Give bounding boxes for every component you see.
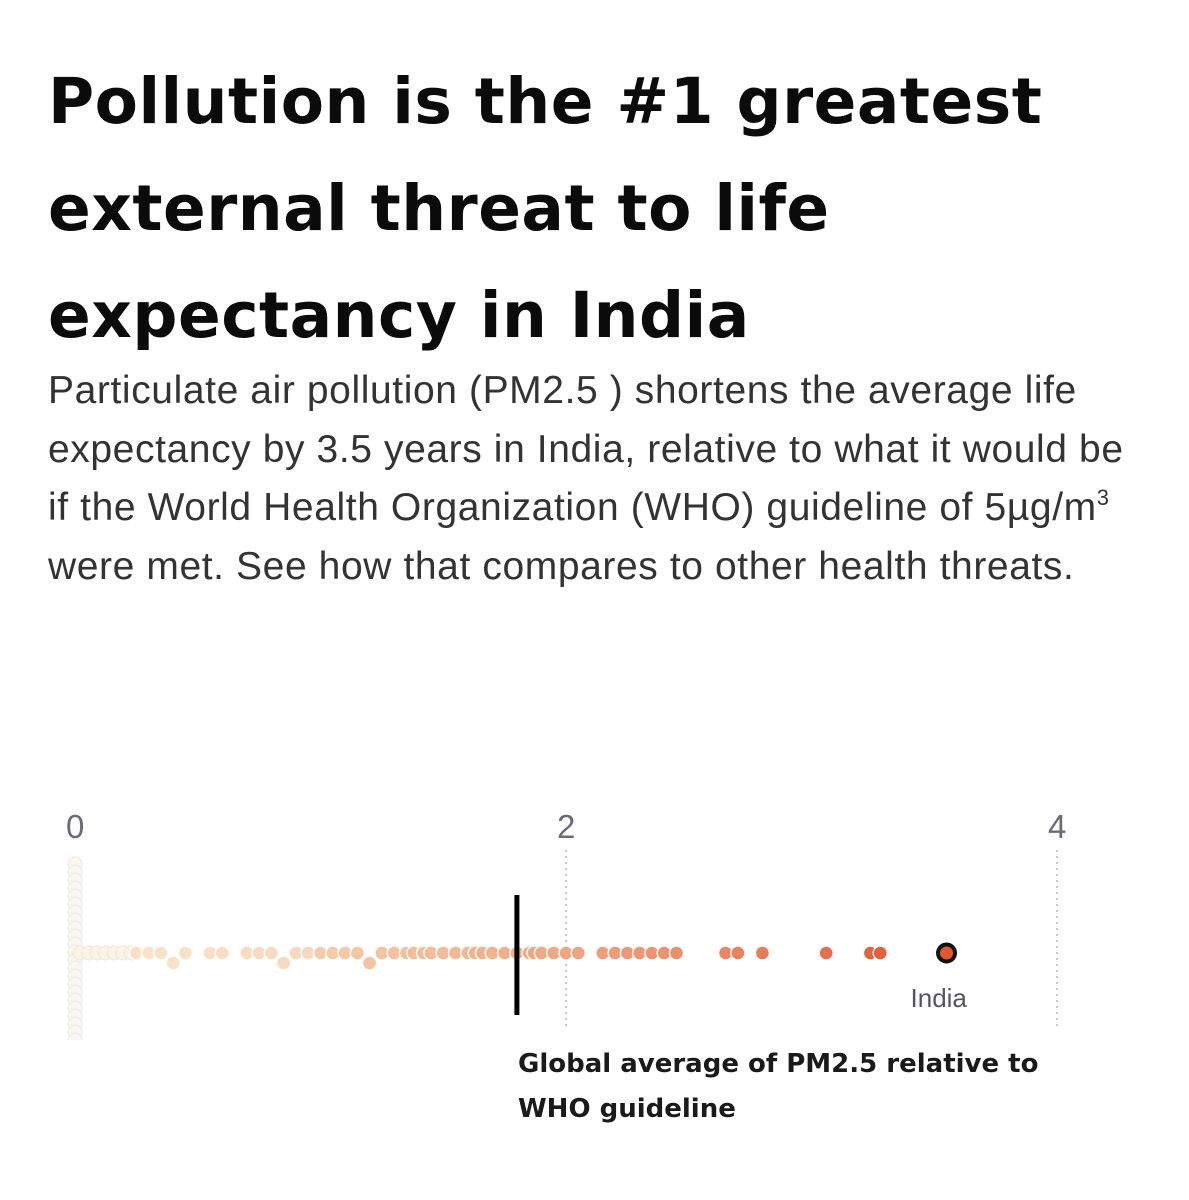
country-dot [349, 945, 366, 961]
country-dot [177, 945, 194, 961]
dots-layer [128, 942, 958, 971]
intro-superscript: 3 [1096, 485, 1110, 510]
strip-chart: 0 2 4 India Global average of PM2.5 relativ… [0, 790, 1189, 1170]
country-dot [361, 955, 378, 971]
zero-axis-column [67, 856, 139, 1040]
label-layer: 0 2 4 India [66, 808, 1066, 1013]
grid-layer [565, 850, 1058, 1026]
country-dot [754, 945, 771, 961]
country-dot [570, 945, 586, 961]
country-dot [153, 945, 169, 961]
country-dot [730, 945, 746, 961]
country-dot [263, 945, 280, 961]
country-dot [214, 945, 231, 961]
country-dot [165, 955, 181, 971]
intro-paragraph: Particulate air pollution (PM2.5 ) short… [48, 362, 1148, 596]
chart-svg: 0 2 4 India [66, 808, 1066, 1040]
headline: Pollution is the #1 greatest external th… [48, 65, 1043, 352]
country-dot [668, 945, 685, 961]
zero-dot [67, 1032, 83, 1040]
tick-label-2: 2 [557, 808, 575, 845]
tick-label-4: 4 [1048, 808, 1066, 845]
intro-text-end: were met. See how that compares to other… [48, 544, 1075, 588]
country-dot [872, 945, 888, 961]
reference-line-label: Global average of PM2.5 relative to WHO … [518, 1049, 1039, 1124]
india-dot [936, 942, 958, 964]
country-dot [275, 955, 292, 971]
country-dot [818, 945, 834, 961]
india-label: India [911, 983, 968, 1013]
tick-label-0: 0 [66, 808, 84, 845]
intro-text: Particulate air pollution (PM2.5 ) short… [48, 369, 1124, 529]
